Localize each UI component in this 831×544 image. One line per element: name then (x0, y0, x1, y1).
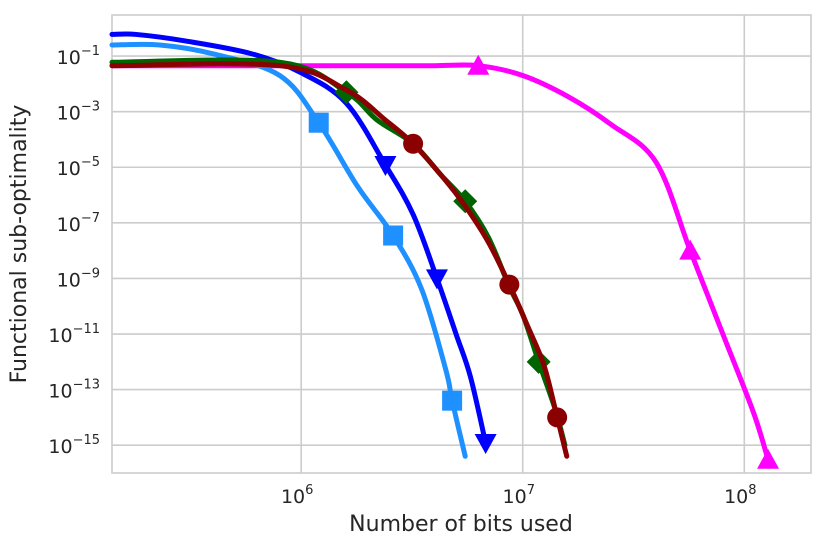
square-marker (442, 390, 463, 411)
triangle-up-marker (467, 54, 490, 75)
plot-area (111, 14, 812, 474)
circle-marker (499, 274, 520, 295)
y-axis-ticks: 10−1 10−3 10−5 10−7 10−9 10−11 10−13 10−15 (48, 44, 100, 458)
y-axis-label: Functional sub-optimality (7, 105, 32, 384)
series-line (109, 41, 468, 459)
y-tick-label: 10−9 (57, 266, 100, 291)
square-marker (383, 225, 404, 246)
triangle-up-marker (757, 448, 780, 469)
series-line (109, 31, 489, 446)
circle-marker (403, 133, 424, 154)
series-layer (109, 31, 780, 469)
series-line (109, 57, 568, 448)
series-circle (109, 61, 570, 459)
series-square (109, 41, 468, 459)
y-tick-label: 10−3 (57, 100, 100, 125)
y-tick-label: 10−7 (57, 211, 100, 236)
series-line (109, 62, 771, 463)
triangle-up-marker (679, 239, 702, 260)
triangle-down-marker (374, 156, 397, 177)
x-axis-ticks: 106 107 108 (281, 483, 757, 508)
x-tick-label: 106 (281, 483, 313, 508)
y-tick-label: 10−1 (57, 44, 100, 69)
series-triangle-down (109, 31, 497, 455)
y-tick-label: 10−11 (48, 322, 100, 347)
y-tick-label: 10−13 (48, 378, 100, 403)
x-tick-label: 107 (503, 483, 535, 508)
y-tick-label: 10−15 (48, 433, 100, 458)
x-tick-label: 108 (724, 483, 756, 508)
series-line (109, 61, 570, 459)
circle-marker (547, 407, 568, 428)
series-diamond (109, 57, 568, 448)
x-axis-label: Number of bits used (349, 512, 573, 537)
square-marker (308, 112, 329, 133)
triangle-down-marker (474, 434, 497, 455)
y-tick-label: 10−5 (57, 155, 100, 180)
triangle-down-marker (425, 269, 448, 290)
